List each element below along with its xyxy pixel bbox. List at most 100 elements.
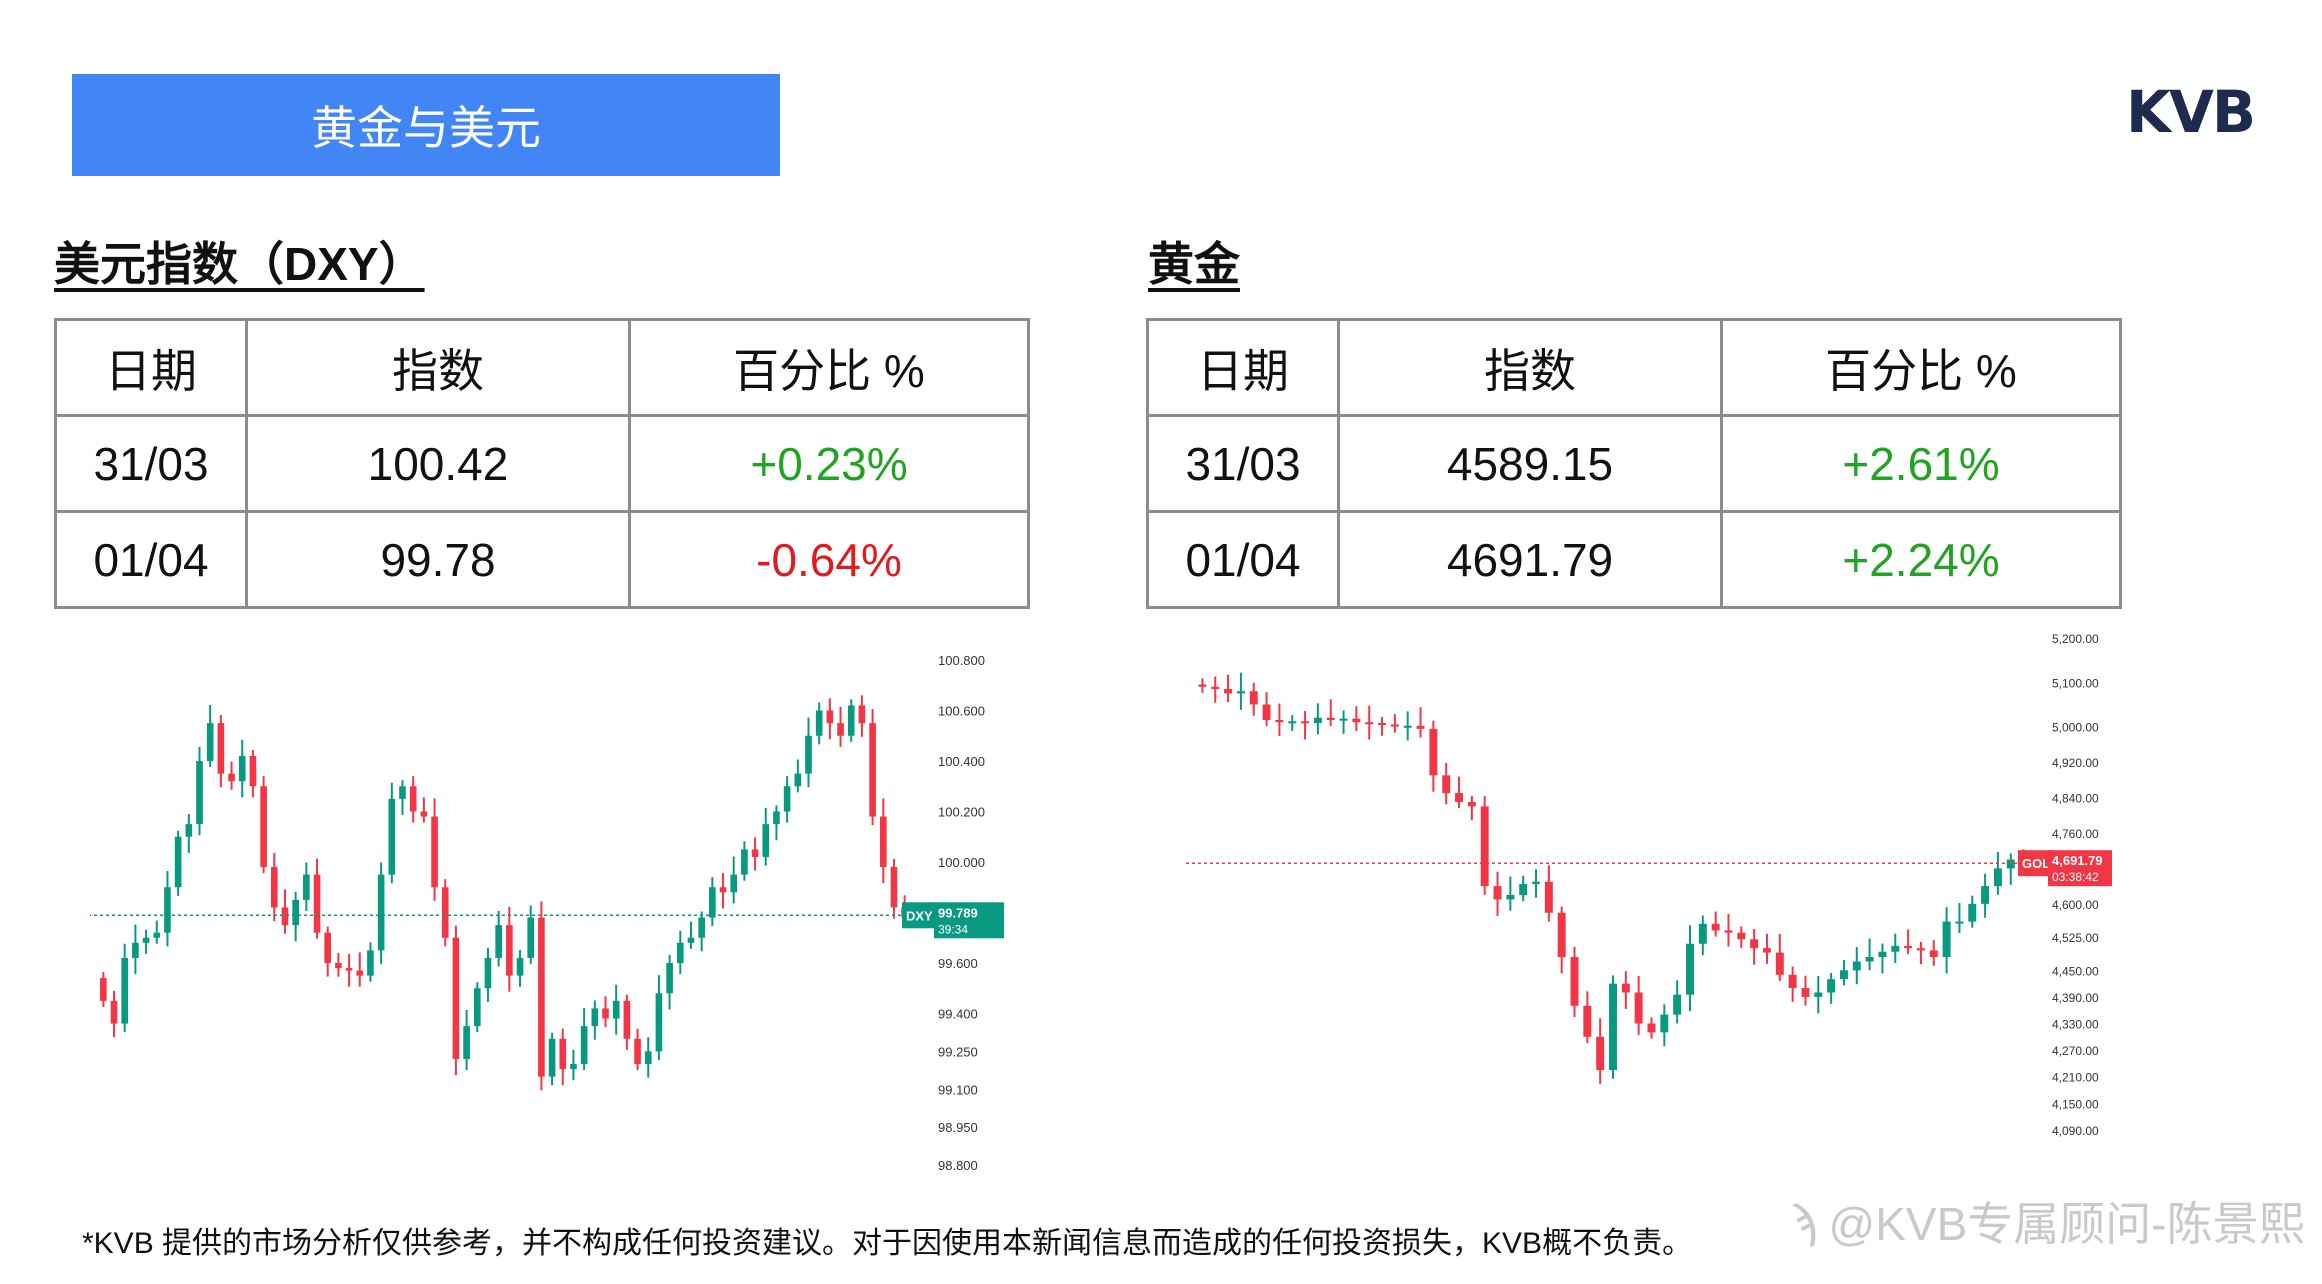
header-index: 指数 bbox=[1337, 318, 1723, 417]
candle-body bbox=[1904, 945, 1913, 949]
candle-body bbox=[1467, 801, 1476, 807]
candle-body bbox=[1493, 886, 1502, 900]
candle-body bbox=[1288, 721, 1297, 724]
row-percent: -0.64% bbox=[628, 510, 1030, 609]
candle-body bbox=[1249, 691, 1258, 705]
candle-body bbox=[1775, 952, 1784, 975]
y-tick-label: 4,920.00 bbox=[2052, 756, 2099, 770]
table-row: 01/04 99.78 -0.64% bbox=[54, 510, 1030, 609]
candle-body bbox=[890, 867, 898, 908]
candle-body bbox=[548, 1038, 556, 1077]
candle-body bbox=[260, 786, 267, 868]
candle-body bbox=[527, 917, 535, 958]
candle-body bbox=[1981, 886, 1990, 904]
table-row: 31/03 100.42 +0.23% bbox=[54, 414, 1030, 513]
symbol-label: DXY bbox=[906, 908, 933, 923]
candle-body bbox=[612, 1000, 620, 1019]
y-tick-label: 4,600.00 bbox=[2052, 898, 2099, 912]
candle-body bbox=[292, 899, 299, 926]
row-value: 4589.15 bbox=[1337, 414, 1723, 513]
candle-body bbox=[399, 786, 406, 799]
current-price-label: 99.789 bbox=[938, 905, 978, 920]
candle-body bbox=[324, 932, 332, 963]
candle-body bbox=[1301, 721, 1310, 724]
symbol-tag bbox=[2018, 850, 2052, 877]
candle-body bbox=[431, 816, 438, 888]
header-index: 指数 bbox=[245, 318, 631, 417]
dxy-candlestick-chart: 100.800 100.600 100.400 100.200 100.000 99.60… bbox=[90, 653, 1004, 1173]
candle-body bbox=[1224, 688, 1233, 694]
candle-body bbox=[719, 887, 727, 893]
candle-body bbox=[783, 786, 791, 812]
row-percent: +0.23% bbox=[628, 414, 1030, 513]
candle-body bbox=[1865, 957, 1874, 962]
candle-body bbox=[238, 755, 246, 782]
candle-body bbox=[1942, 921, 1951, 958]
gold-table: 日期 指数 百分比 % 31/03 4589.15 +2.61% 01/04 4… bbox=[1146, 318, 2122, 609]
candle-body bbox=[1570, 957, 1579, 1006]
watermark: ϡ @KVB专属顾问-陈景熙 bbox=[1790, 1188, 2305, 1254]
candle-body bbox=[879, 816, 887, 868]
candle-body bbox=[1326, 717, 1335, 720]
table-header-row: 日期 指数 百分比 % bbox=[54, 318, 1030, 417]
candle-body bbox=[1455, 793, 1464, 802]
y-tick-label: 99.100 bbox=[938, 1082, 978, 1097]
candle-body bbox=[794, 773, 802, 787]
candle-body bbox=[1339, 718, 1348, 721]
y-tick-label: 4,270.00 bbox=[2052, 1044, 2099, 1058]
candle-body bbox=[2006, 859, 2015, 869]
candle-body bbox=[495, 925, 502, 958]
candle-body bbox=[1916, 948, 1925, 951]
y-tick-label: 4,840.00 bbox=[2052, 792, 2099, 806]
candle-body bbox=[185, 824, 193, 837]
candle-body bbox=[559, 1038, 567, 1070]
candle-body bbox=[1378, 723, 1387, 726]
candle-body bbox=[1211, 686, 1220, 689]
candle-body bbox=[473, 988, 481, 1027]
candle-body bbox=[484, 957, 492, 989]
candle-body bbox=[805, 735, 812, 774]
candle-body bbox=[367, 950, 374, 976]
y-tick-label: 100.000 bbox=[938, 855, 985, 870]
kvb-logo: KVB bbox=[2126, 78, 2284, 146]
candle-body bbox=[837, 723, 844, 736]
candle-body bbox=[1532, 881, 1540, 884]
candle-body bbox=[1275, 719, 1284, 723]
y-tick-label: 100.800 bbox=[938, 653, 985, 668]
candle-body bbox=[1621, 983, 1630, 993]
candle-body bbox=[1596, 1036, 1605, 1071]
candle-body bbox=[730, 874, 738, 893]
candle-body bbox=[196, 761, 203, 825]
candle-body bbox=[1506, 895, 1515, 900]
y-tick-label: 99.600 bbox=[938, 956, 978, 971]
candle-body bbox=[1544, 881, 1553, 913]
row-date: 31/03 bbox=[54, 414, 248, 513]
candle-body bbox=[1968, 903, 1977, 922]
y-tick-label: 5,000.00 bbox=[2052, 721, 2099, 735]
price-tag bbox=[2048, 850, 2112, 887]
header-date: 日期 bbox=[54, 318, 248, 417]
candle-body bbox=[644, 1051, 652, 1064]
candle-body bbox=[281, 907, 289, 926]
candle-body bbox=[335, 963, 342, 969]
candle-body bbox=[1198, 684, 1207, 687]
y-tick-label: 4,450.00 bbox=[2052, 964, 2099, 978]
candle-body bbox=[1403, 725, 1412, 728]
row-date: 01/04 bbox=[54, 510, 248, 609]
y-tick-label: 4,150.00 bbox=[2052, 1097, 2099, 1111]
candle-body bbox=[858, 705, 866, 724]
candle-body bbox=[110, 1000, 118, 1024]
candle-body bbox=[1762, 948, 1771, 953]
candle-body bbox=[1955, 921, 1964, 924]
candle-body bbox=[1686, 943, 1694, 995]
logo-text: KVB bbox=[2126, 78, 2256, 146]
header-date: 日期 bbox=[1146, 318, 1340, 417]
candle-body bbox=[516, 957, 524, 976]
candle-body bbox=[655, 993, 663, 1052]
candle-body bbox=[100, 978, 107, 1001]
candle-body bbox=[623, 1000, 631, 1039]
candle-body bbox=[773, 811, 780, 825]
candle-body bbox=[676, 942, 684, 963]
y-tick-label: 98.950 bbox=[938, 1120, 978, 1135]
candle-body bbox=[270, 867, 278, 908]
